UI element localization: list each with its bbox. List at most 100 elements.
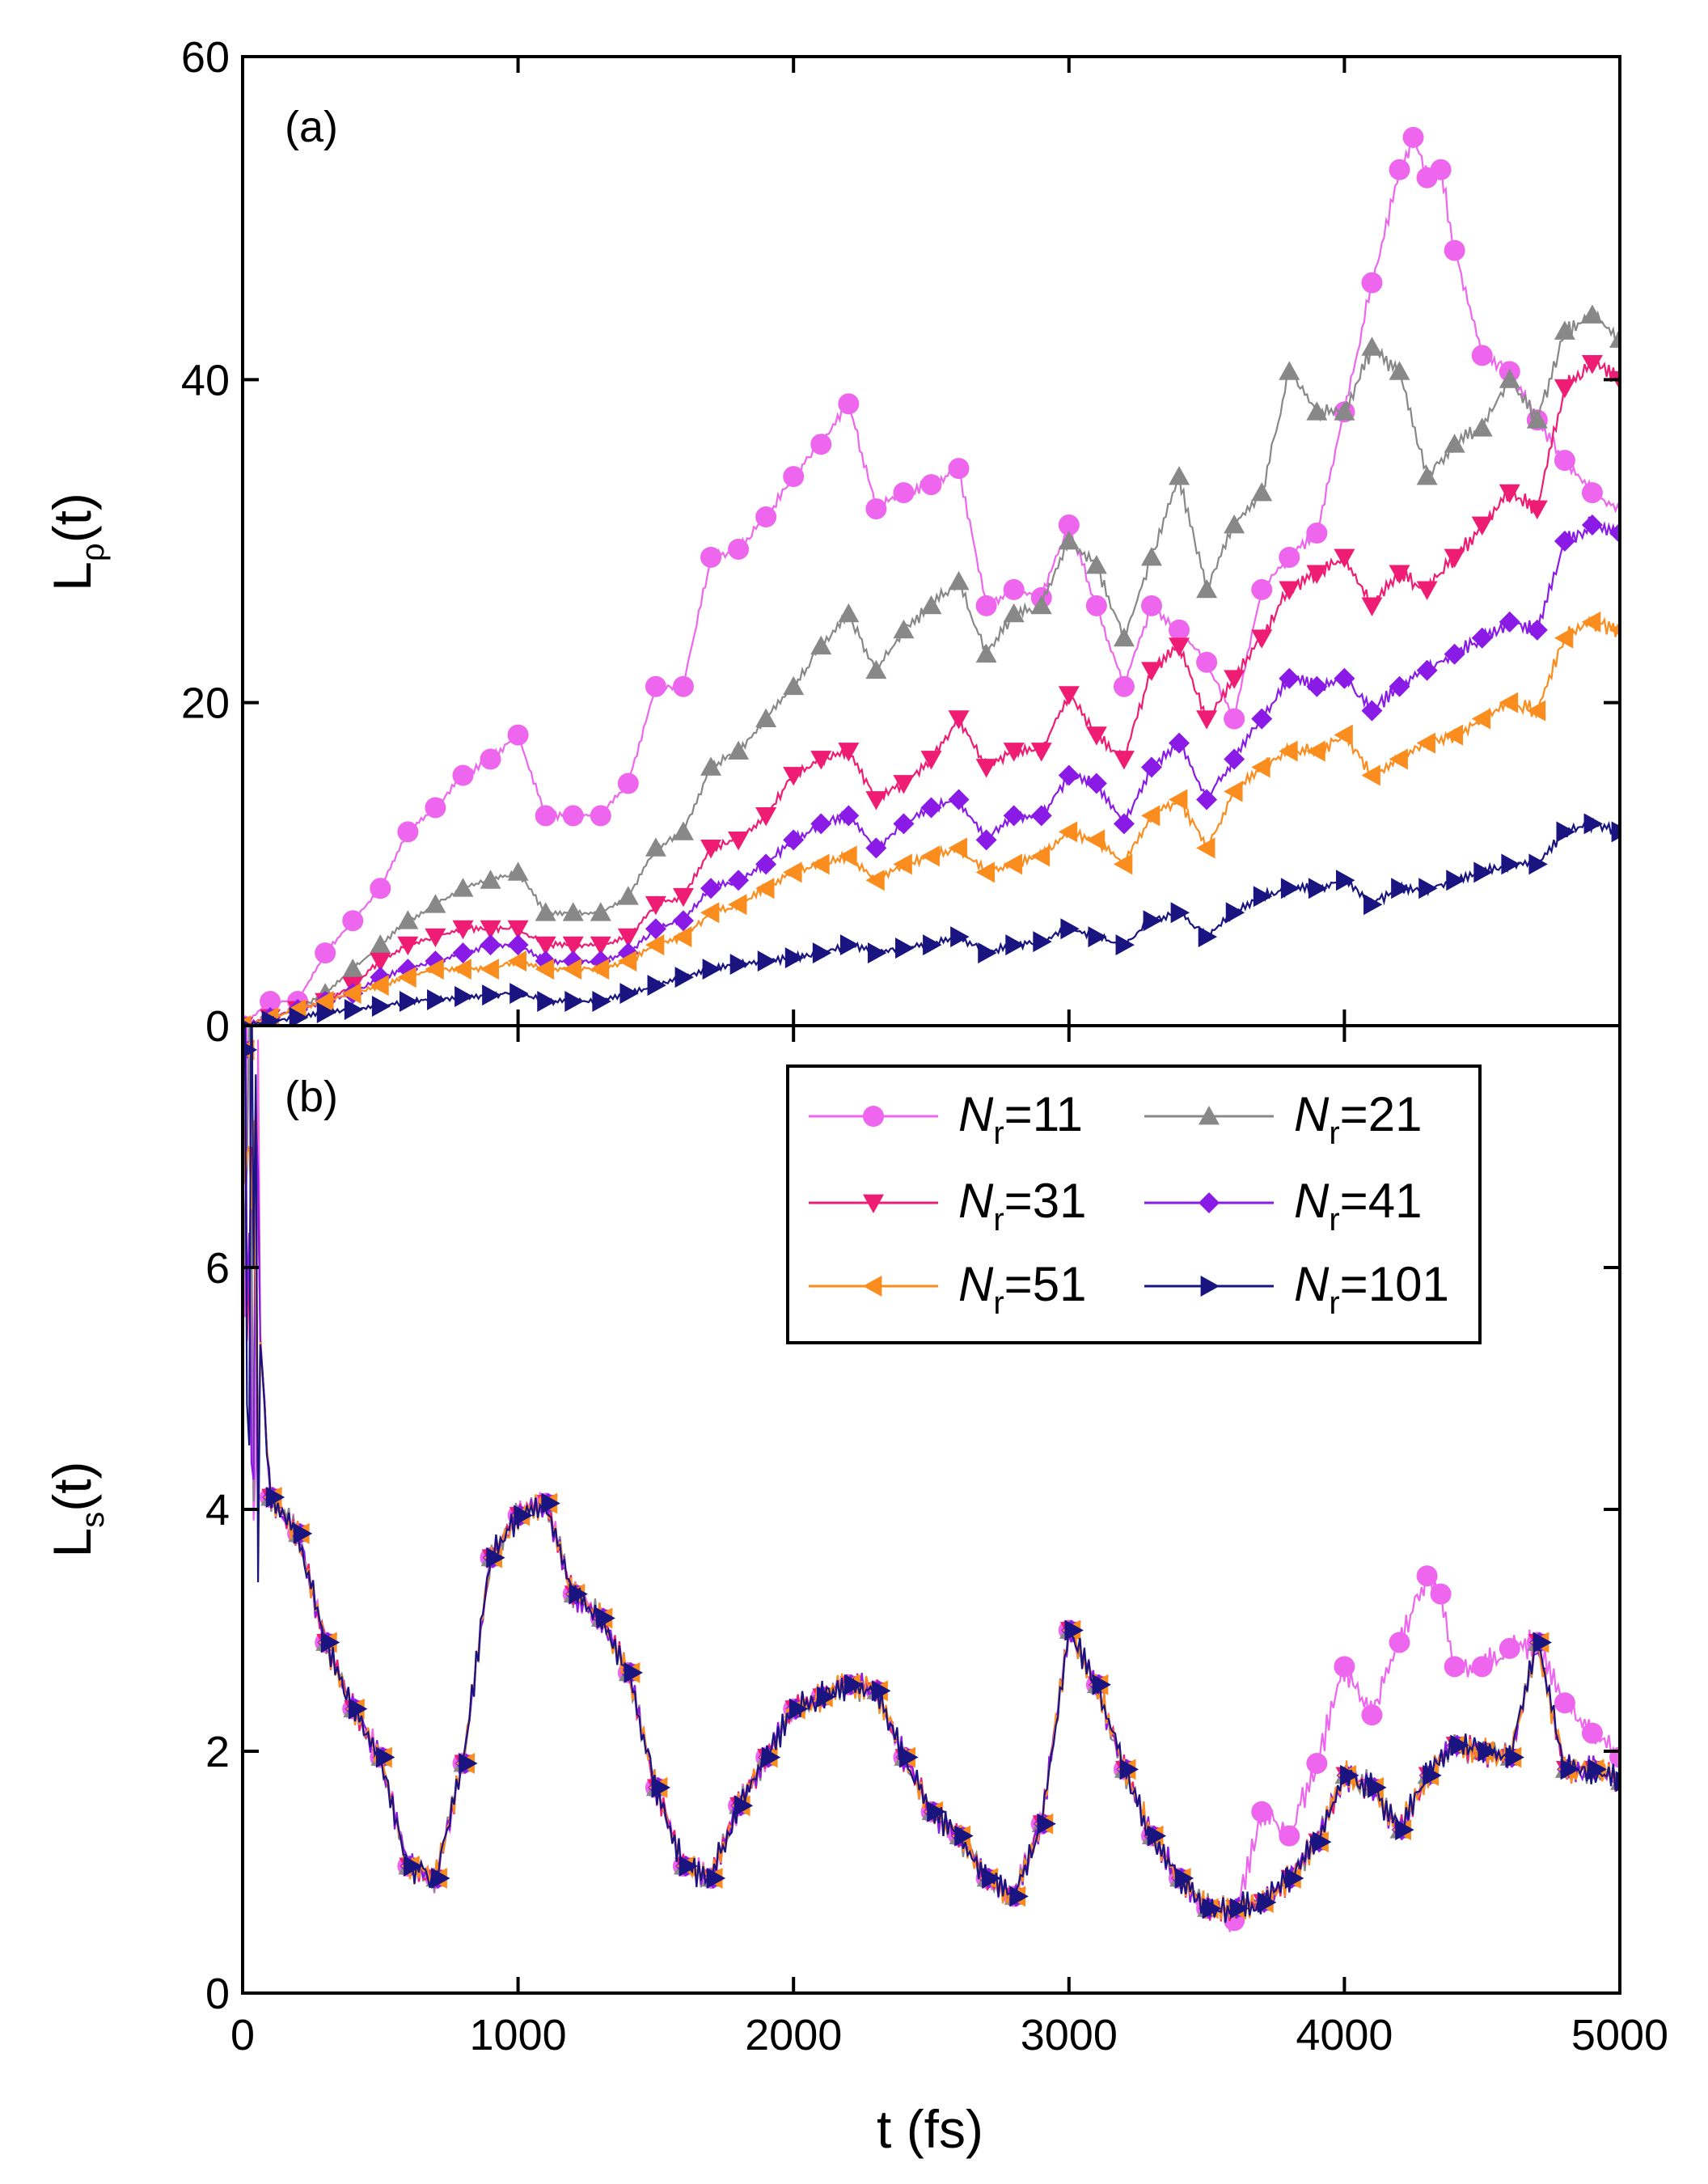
legend-marker [1199,1106,1220,1125]
data-point [537,991,556,1013]
data-point [1361,336,1383,356]
data-point [838,805,860,827]
data-point [1416,732,1435,754]
data-point [431,1867,450,1889]
x-tick-label: 1000 [470,2011,567,2059]
data-point [370,975,389,997]
data-point [1528,853,1548,875]
legend-label-sub: r [993,1285,1004,1321]
panel-b: 0 2 4 6 0 1000 2000 3000 4000 5000 (b) Ls(t) t (f… [42,1024,1668,2159]
data-point [617,950,637,972]
y-tick-label: 2 [205,1728,230,1776]
data-point [1473,861,1493,883]
data-point [867,942,887,964]
data-point [404,1856,423,1877]
data-point [1581,354,1603,375]
svg-text:Lρ(t): Lρ(t) [42,493,111,591]
data-point [514,1505,533,1526]
y-tick-label: 4 [205,1486,230,1534]
data-point [1340,1764,1359,1786]
data-point [728,740,750,760]
data-point [590,805,611,827]
y-tick-label: 0 [205,1970,230,2018]
data-point [1471,1656,1493,1678]
data-point [700,839,722,859]
data-point [1224,748,1245,770]
series-nr101 [243,813,1620,1026]
data-point [320,1632,340,1653]
data-point [810,853,830,875]
data-point [729,954,750,976]
y-tick-label: 0 [205,1002,230,1051]
data-point [397,936,419,956]
data-point [1499,1637,1520,1659]
data-point [1196,651,1218,673]
data-point [1416,659,1438,681]
data-point [315,991,334,1013]
y-title-tail: (t) [42,493,102,543]
data-point [1423,1764,1442,1786]
data-point [507,724,529,746]
data-point [893,482,915,504]
data-point [1560,1759,1579,1780]
data-point [1471,516,1493,536]
data-point [672,821,694,840]
data-point [1361,764,1380,786]
y-title-sub: s [75,1512,111,1528]
data-point [1471,708,1491,730]
data-point [1581,482,1603,504]
data-point [672,887,694,908]
data-point [810,635,832,655]
panel-b-label: (b) [285,1073,338,1121]
data-point [1306,1752,1328,1774]
series-line [243,357,1620,1026]
data-point [1140,756,1162,778]
data-point [1202,1898,1222,1919]
legend-label-value: =21 [1340,1087,1423,1141]
legend-label-sub: r [1329,1115,1339,1151]
data-point [1526,700,1546,722]
data-point [617,886,639,905]
series-nr31 [243,354,1620,1026]
data-point [672,675,694,697]
legend-label-sub: r [993,1115,1004,1151]
data-point [895,938,915,959]
data-point [592,991,611,1013]
data-point [948,837,967,859]
data-point [1085,726,1107,746]
data-point [1003,578,1025,600]
data-point [1336,870,1355,891]
data-point [923,934,942,956]
data-point [1279,361,1300,380]
data-point [645,675,666,697]
data-point [1092,1674,1111,1695]
data-point [865,659,887,679]
data-point [1581,304,1603,324]
x-tick-label: 0 [230,2011,255,2059]
data-point [672,910,694,932]
data-point [893,853,912,875]
data-point [1499,369,1520,388]
data-point [480,870,501,889]
data-point [1501,853,1520,875]
data-point [342,910,364,932]
data-point [480,959,499,980]
data-point [1085,772,1107,794]
data-point [920,751,942,770]
data-point [1581,611,1601,633]
data-point [348,1698,368,1720]
data-point [1450,1734,1469,1756]
data-point [810,813,832,835]
panel-a: 0 20 40 60 (a) Lρ(t) [42,33,1621,1051]
data-point [265,1487,285,1509]
legend-entry: Nr=101 [1144,1257,1449,1321]
data-point [1416,466,1438,485]
data-point [1058,764,1080,786]
data-point [1444,1656,1465,1678]
data-point [261,1010,281,1026]
data-point [541,1492,560,1514]
data-point [975,829,997,851]
data-point [865,791,887,811]
data-point [838,393,860,415]
data-point [1402,126,1424,148]
